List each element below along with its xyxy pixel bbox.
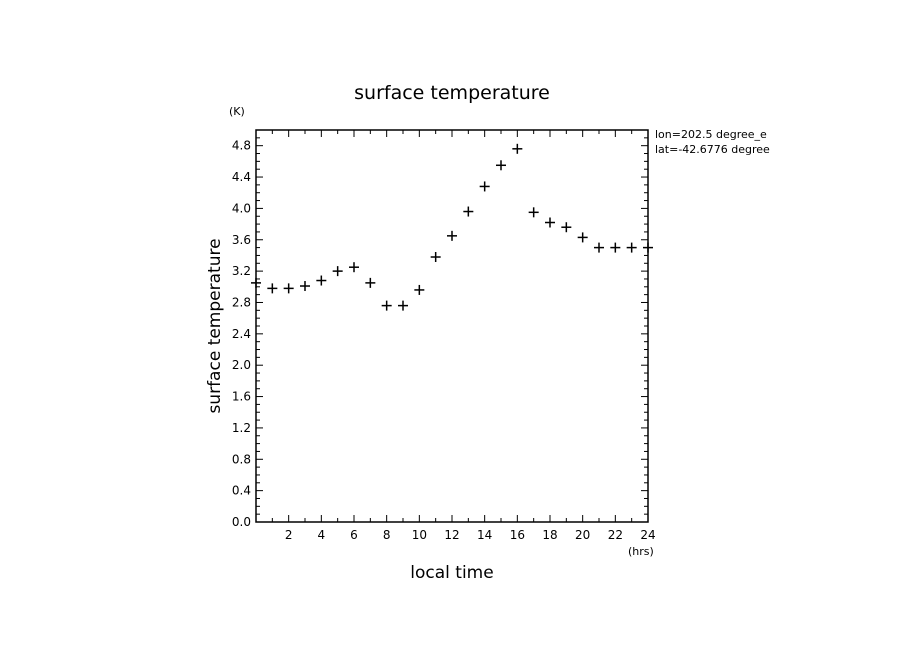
x-tick-label: 6 [350,528,358,542]
data-point [332,266,343,277]
data-point [610,242,621,253]
x-tick-label: 16 [510,528,525,542]
x-tick-label: 10 [412,528,427,542]
x-unit-label: (hrs) [628,545,654,558]
y-axis-ticks: 0.0 0.4 0.8 1.2 1.6 2.0 2.4 2.8 3.2 3.6 4.0 4.4 4.8 [232,129,648,529]
data-point [316,275,327,286]
data-point [545,217,555,228]
y-tick-label: 4.8 [232,139,251,153]
data-point [300,281,310,292]
y-unit-label: (K) [229,105,245,118]
data-point [496,160,506,171]
x-tick-label: 24 [640,528,655,542]
data-point [594,242,604,253]
data-point [283,283,294,294]
annotation-line: lat=-42.6776 degree [655,143,770,156]
x-tick-label: 4 [318,528,326,542]
x-tick-label: 22 [608,528,623,542]
y-tick-label: 0.0 [232,515,251,529]
x-axis-label: local time [410,563,493,583]
annotation: lon=202.5 degree_e lat=-42.6776 degree [655,128,770,156]
y-tick-label: 2.8 [232,295,251,309]
data-point [267,283,278,294]
x-tick-label: 14 [477,528,492,542]
y-tick-label: 4.4 [232,170,251,184]
x-tick-label: 18 [542,528,557,542]
y-axis-label: surface temperature [205,238,225,413]
data-point [561,222,572,233]
x-tick-label: 12 [444,528,459,542]
y-tick-label: 3.2 [232,264,251,278]
y-tick-label: 1.2 [232,421,251,435]
data-point [512,143,523,154]
data-point [479,181,490,192]
data-point [626,242,637,253]
data-point [528,207,539,218]
data-point [381,300,392,311]
y-tick-label: 2.4 [232,327,251,341]
x-tick-label: 20 [575,528,590,542]
x-tick-label: 2 [285,528,293,542]
y-tick-label: 0.4 [232,484,251,498]
data-point [349,262,359,273]
data-point [463,206,474,217]
y-tick-label: 4.0 [232,201,251,215]
annotation-line: lon=202.5 degree_e [655,128,767,141]
y-tick-label: 0.8 [232,452,251,466]
x-tick-label: 8 [383,528,391,542]
data-point [414,284,425,295]
data-point [643,242,653,253]
x-axis-ticks: 2 4 6 8 10 12 14 16 18 20 22 24 [255,130,656,542]
data-point [365,277,376,288]
y-tick-label: 2.0 [232,358,251,372]
chart-title: surface temperature [354,82,550,104]
data-point [447,230,457,241]
data-point [430,252,441,263]
y-tick-label: 3.6 [232,233,251,247]
plot-frame [255,129,649,523]
data-points [251,143,653,311]
data-point [398,300,408,311]
data-point [577,232,588,243]
data-point [251,277,261,288]
y-tick-label: 1.6 [232,390,251,404]
